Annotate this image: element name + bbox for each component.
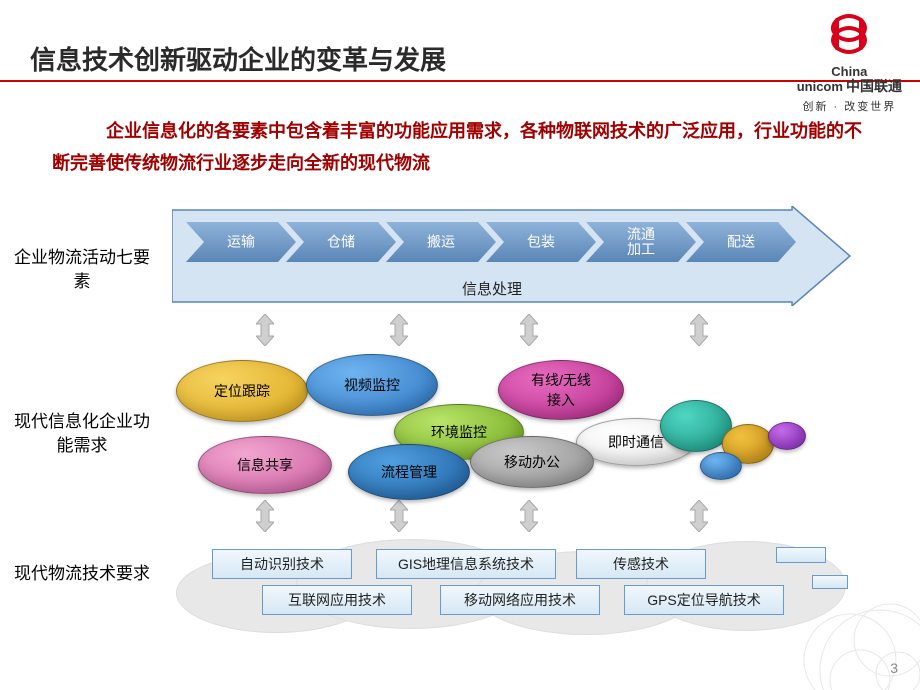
double-arrow-icon bbox=[390, 314, 408, 346]
brand-logo: China unicom 中国联通 创新 · 改变世界 bbox=[797, 10, 902, 114]
feature-ellipse bbox=[768, 422, 806, 450]
feature-ellipse: 流程管理 bbox=[348, 444, 470, 500]
logo-cn: 中国联通 bbox=[846, 78, 902, 94]
logo-en2: unicom bbox=[797, 79, 843, 94]
double-arrow-icon bbox=[520, 500, 538, 532]
chevron-label: 运输 bbox=[227, 234, 255, 250]
row-label-2: 现代信息化企业功能需求 bbox=[12, 410, 152, 458]
double-arrow-icon bbox=[690, 500, 708, 532]
ellipse-label: 信息共享 bbox=[237, 455, 293, 475]
ellipse-label: 定位跟踪 bbox=[214, 381, 270, 401]
row-label-3: 现代物流技术要求 bbox=[12, 562, 152, 586]
row-label-1: 企业物流活动七要素 bbox=[12, 246, 152, 294]
tech-area: 自动识别技术 GIS地理信息系统技术传感技术互联网应用技术移动网络应用技术 GPS定… bbox=[176, 533, 856, 643]
feature-ellipse bbox=[700, 452, 742, 480]
knot-icon bbox=[825, 10, 873, 58]
double-arrow-icon bbox=[256, 500, 274, 532]
ellipse-label: 环境监控 bbox=[431, 422, 487, 442]
tech-box: GPS定位导航技术 bbox=[624, 585, 784, 615]
feature-ellipse: 定位跟踪 bbox=[176, 360, 308, 422]
tech-box: 自动识别技术 bbox=[212, 549, 352, 579]
page-title: 信息技术创新驱动企业的变革与发展 bbox=[30, 40, 446, 77]
feature-ellipse: 视频监控 bbox=[306, 354, 438, 416]
double-arrow-icon bbox=[390, 500, 408, 532]
chevron-label: 流通加工 bbox=[627, 226, 655, 257]
ellipse-label: 流程管理 bbox=[381, 462, 437, 482]
logo-en1: China bbox=[831, 64, 867, 79]
ellipse-label: 接入 bbox=[547, 390, 575, 410]
ellipse-label: 移动办公 bbox=[504, 452, 560, 472]
logo-sub: 创新 · 改变世界 bbox=[797, 98, 902, 114]
tech-box: 传感技术 bbox=[576, 549, 706, 579]
double-arrow-icon bbox=[690, 314, 708, 346]
intro-paragraph: 企业信息化的各要素中包含着丰富的功能应用需求，各种物联网技术的广泛应用，行业功能… bbox=[52, 115, 872, 180]
tech-box: 移动网络应用技术 bbox=[440, 585, 600, 615]
tech-box: GIS地理信息系统技术 bbox=[376, 549, 556, 579]
arrow-footer: 信息处理 bbox=[172, 278, 812, 299]
chevron-label: 仓储 bbox=[327, 234, 355, 250]
ellipse-label: 即时通信 bbox=[608, 432, 664, 452]
chevron-label: 包装 bbox=[527, 234, 555, 250]
chevron-label: 搬运 bbox=[427, 234, 455, 250]
double-arrow-icon bbox=[520, 314, 538, 346]
deco-circles-icon bbox=[780, 570, 920, 690]
ellipse-label: 有线/无线 bbox=[531, 370, 591, 390]
ellipse-label: 视频监控 bbox=[344, 375, 400, 395]
double-arrow-icon bbox=[256, 314, 274, 346]
tech-box: 互联网应用技术 bbox=[262, 585, 412, 615]
feature-ellipse: 信息共享 bbox=[198, 436, 332, 494]
paragraph-text: 企业信息化的各要素中包含着丰富的功能应用需求，各种物联网技术的广泛应用，行业功能… bbox=[52, 121, 862, 173]
feature-ellipse: 移动办公 bbox=[470, 436, 594, 488]
chevron-label: 配送 bbox=[727, 234, 755, 250]
feature-ellipse: 有线/无线接入 bbox=[498, 360, 624, 420]
tech-box-small bbox=[776, 547, 826, 563]
title-underline bbox=[0, 80, 920, 82]
